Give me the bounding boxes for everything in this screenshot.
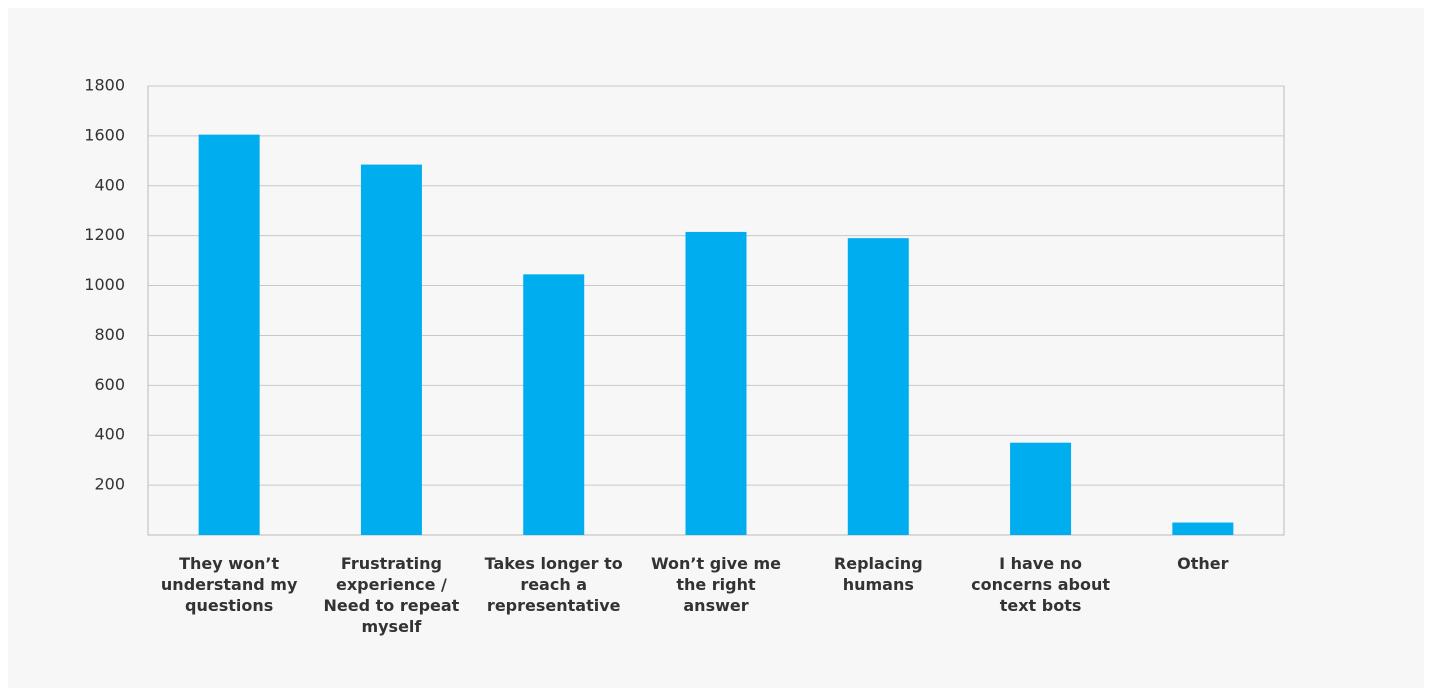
x-tick-label: I have no concerns about text bots [971,554,1110,615]
y-tick-label: 1200 [84,225,125,244]
bar [360,164,422,535]
y-tick-label: 1600 [84,125,125,144]
bar [198,134,260,535]
bar [685,231,747,536]
bar [847,238,909,535]
x-tick-label: They won’t understand my questions [160,554,298,615]
y-tick-label: 1000 [84,275,125,294]
bar [523,274,585,535]
x-tick-label: Won’t give me the right answer [650,554,782,615]
x-tick-label: Other [1177,554,1229,573]
x-tick-label: Takes longer to reach a representative [484,554,623,615]
y-tick-label: 200 [94,475,125,494]
x-tick-label: Frustrating experience / Need to repeat … [323,554,460,636]
y-tick-label: 600 [94,375,125,394]
bar [1010,442,1072,535]
x-tick-label: Replacing humans [833,554,923,594]
bar [1172,522,1234,535]
y-tick-label: 400 [94,175,125,194]
y-tick-label: 1800 [84,76,125,95]
y-tick-label: 800 [94,325,125,344]
y-tick-label: 400 [94,425,125,444]
